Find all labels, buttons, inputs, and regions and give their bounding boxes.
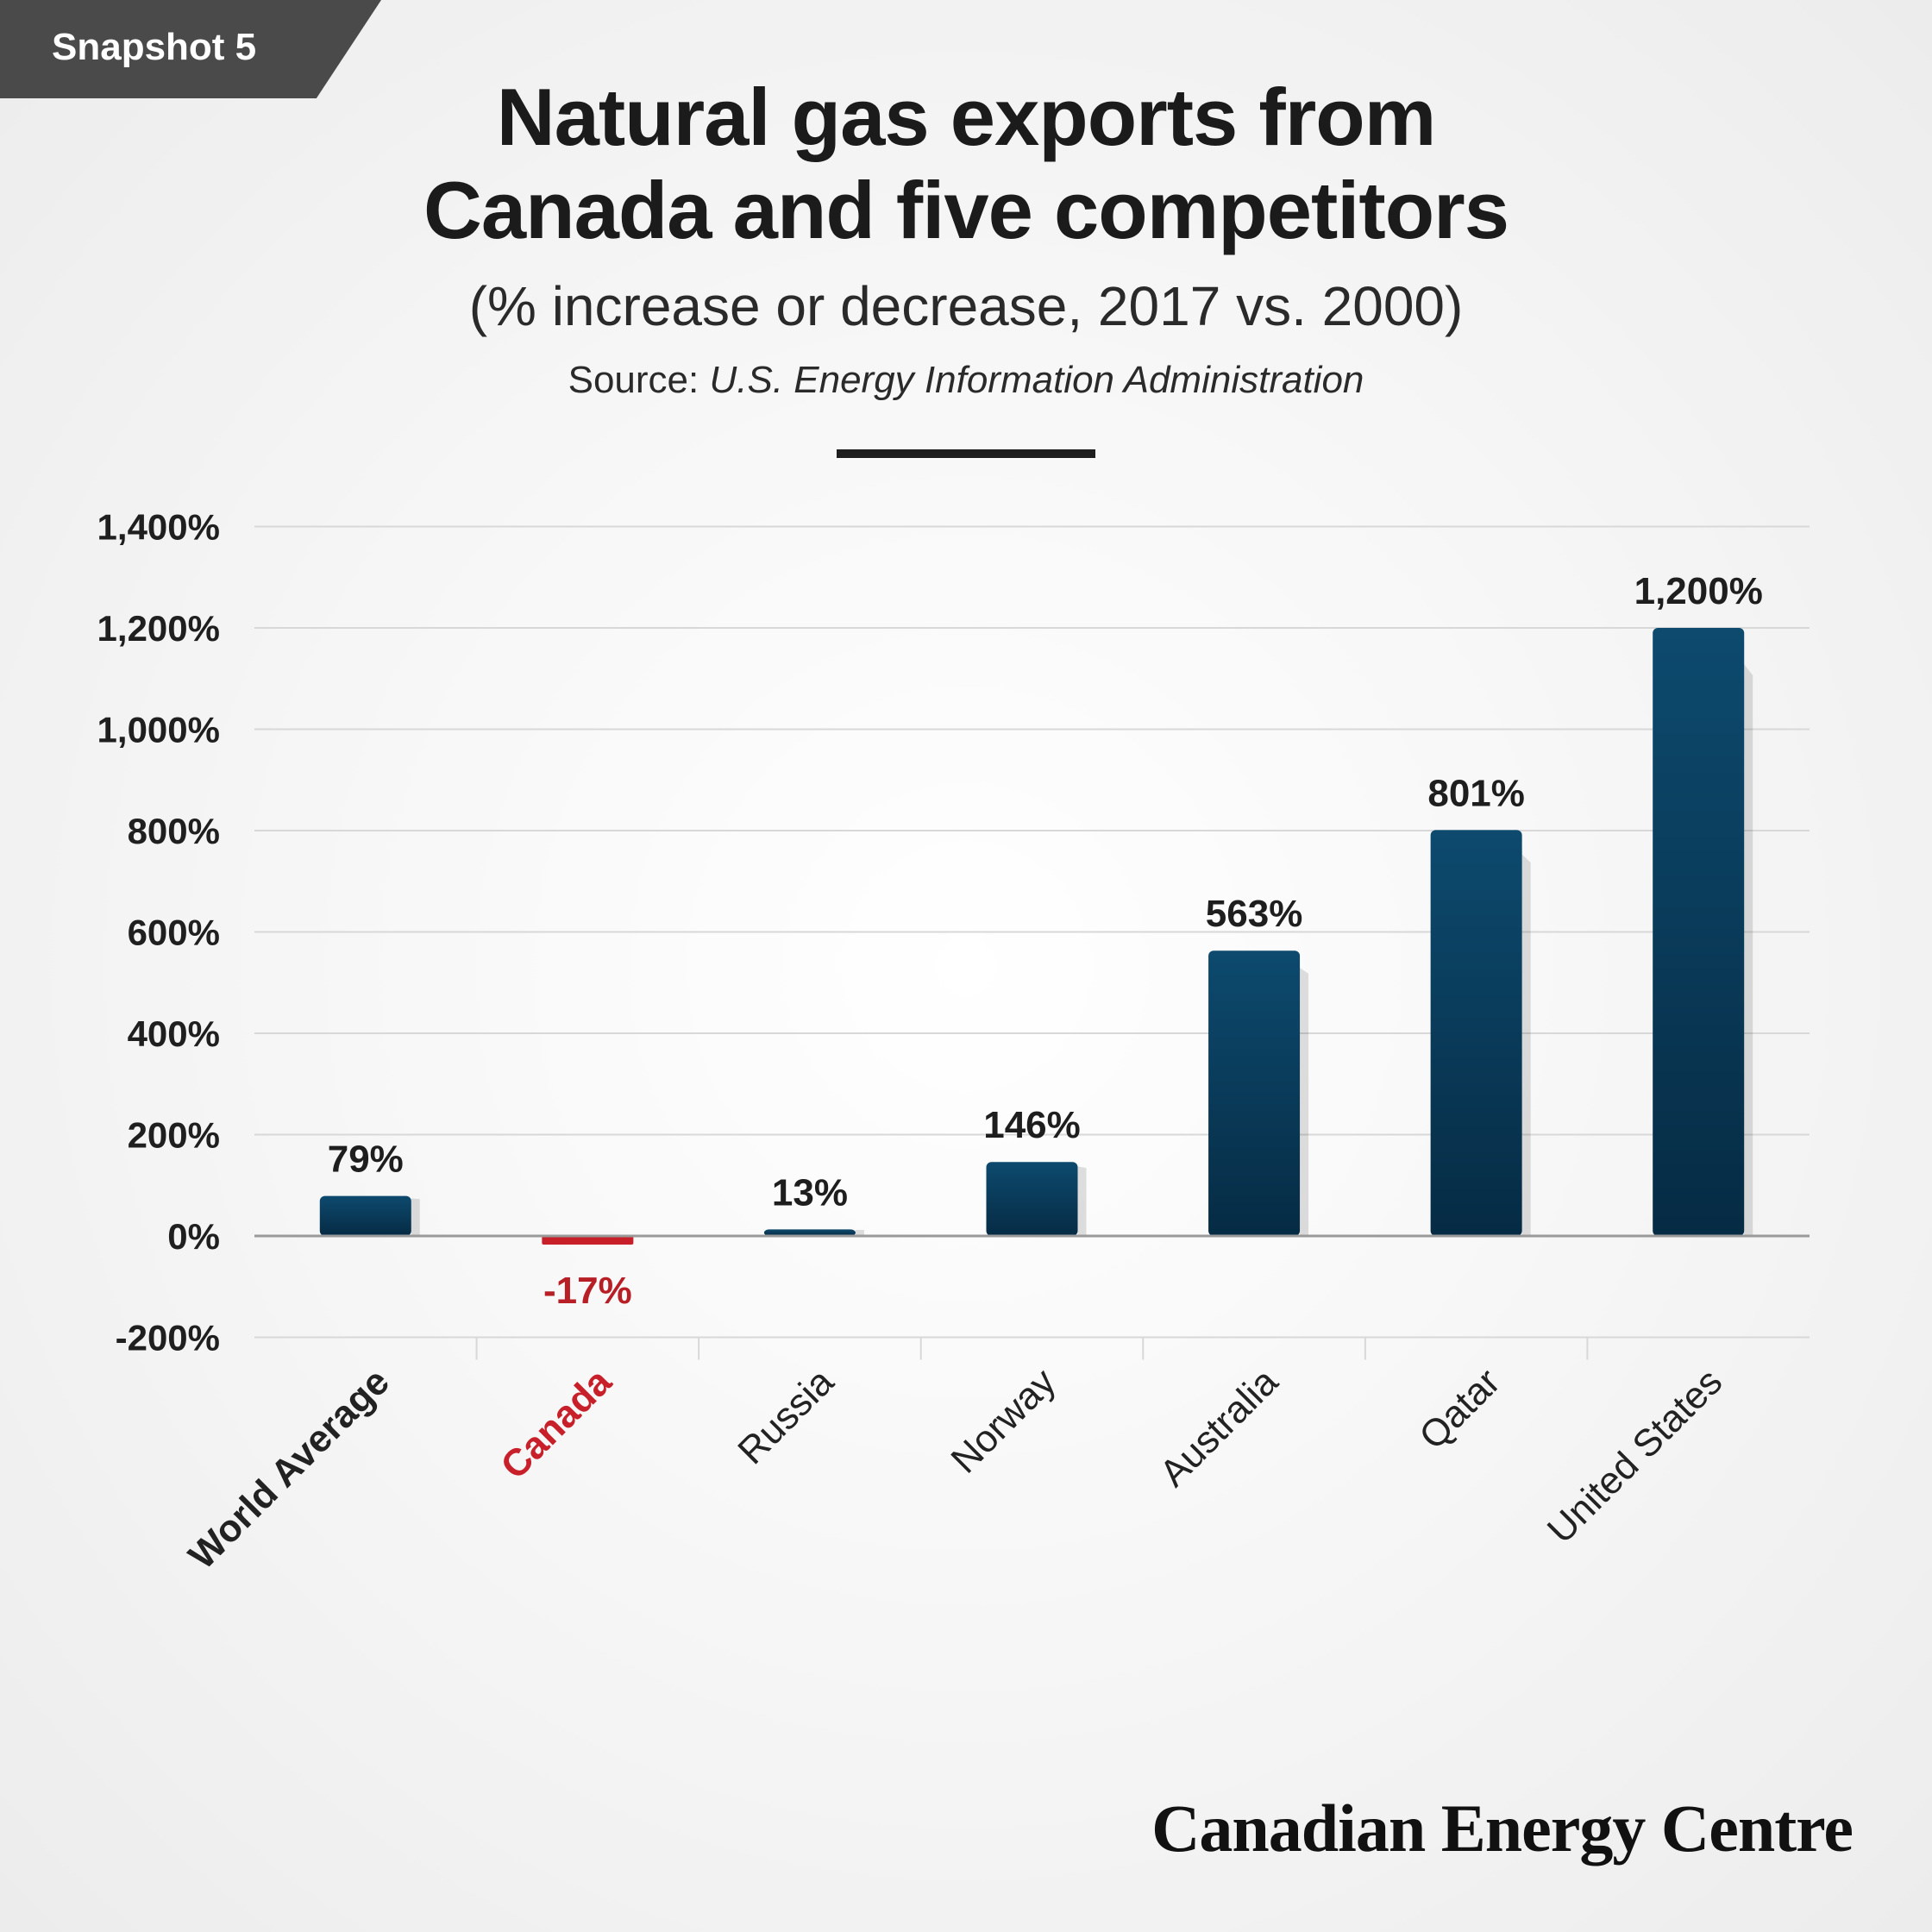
x-tick-label: Australia bbox=[1151, 1360, 1286, 1495]
chart-title: Natural gas exports from Canada and five… bbox=[0, 71, 1932, 257]
y-tick-label: 400% bbox=[128, 1013, 220, 1054]
x-tick-label: Russia bbox=[730, 1360, 842, 1472]
x-tick-label: Qatar bbox=[1411, 1360, 1508, 1457]
bar-shadows bbox=[411, 664, 1753, 1236]
bar-world-average bbox=[319, 1195, 411, 1236]
y-tick-label: 800% bbox=[128, 811, 220, 851]
bar-qatar bbox=[1430, 830, 1522, 1236]
x-tick-label: Norway bbox=[943, 1360, 1063, 1481]
value-label: 146% bbox=[983, 1104, 1081, 1146]
x-axis-ticks: World Average Canada Russia Norway Australia… bbox=[181, 1337, 1730, 1578]
value-labels: 79% -17% 13% 146% 563% 801% 1,200% bbox=[328, 570, 1763, 1312]
bar-norway bbox=[986, 1162, 1078, 1236]
bar-australia bbox=[1208, 950, 1301, 1236]
value-label: -17% bbox=[543, 1270, 632, 1312]
source-line: Source: U.S. Energy Information Administ… bbox=[0, 359, 1932, 402]
y-tick-label: 1,200% bbox=[97, 608, 220, 649]
value-label: 79% bbox=[328, 1138, 404, 1181]
y-tick-label: 200% bbox=[128, 1115, 220, 1156]
gridlines bbox=[254, 525, 1810, 1339]
x-tick-label: United States bbox=[1540, 1360, 1730, 1551]
bar-shadow bbox=[1077, 1166, 1087, 1236]
bar-shadow bbox=[1521, 854, 1531, 1236]
y-axis-ticks: -200% 0% 200% 400% 600% 800% 1,000% 1,200% 1,400… bbox=[97, 507, 220, 1358]
x-tick-label: World Average bbox=[181, 1360, 398, 1577]
bar-shadow bbox=[855, 1229, 864, 1236]
chart-title-line-1: Natural gas exports from bbox=[496, 72, 1437, 162]
bar-shadow bbox=[1744, 664, 1753, 1236]
brand-logo: Canadian Energy Centre bbox=[1151, 1791, 1854, 1866]
value-label: 1,200% bbox=[1634, 570, 1763, 612]
bar-united-states bbox=[1653, 628, 1745, 1236]
source-name: U.S. Energy Information Administration bbox=[709, 359, 1364, 401]
snapshot-badge-label: Snapshot 5 bbox=[52, 26, 257, 68]
x-tick-label: Canada bbox=[492, 1360, 619, 1487]
y-tick-label: -200% bbox=[116, 1318, 220, 1358]
y-tick-label: 600% bbox=[128, 913, 220, 953]
y-tick-label: 0% bbox=[167, 1216, 220, 1257]
bar-shadow bbox=[1300, 968, 1309, 1236]
title-divider bbox=[837, 449, 1095, 458]
bar-shadow bbox=[411, 1198, 420, 1236]
source-label: Source: bbox=[568, 359, 699, 401]
y-tick-label: 1,400% bbox=[97, 507, 220, 548]
value-label: 563% bbox=[1206, 893, 1303, 935]
chart-subtitle: (% increase or decrease, 2017 vs. 2000) bbox=[468, 275, 1464, 337]
value-label: 13% bbox=[772, 1171, 848, 1214]
bars bbox=[319, 628, 1745, 1245]
bar-russia bbox=[763, 1229, 856, 1236]
y-tick-label: 1,000% bbox=[97, 710, 220, 750]
chart-title-line-2: Canada and five competitors bbox=[423, 165, 1509, 255]
value-label: 801% bbox=[1427, 772, 1525, 814]
bar-canada bbox=[542, 1236, 634, 1245]
snapshot-badge: Snapshot 5 bbox=[0, 0, 381, 98]
